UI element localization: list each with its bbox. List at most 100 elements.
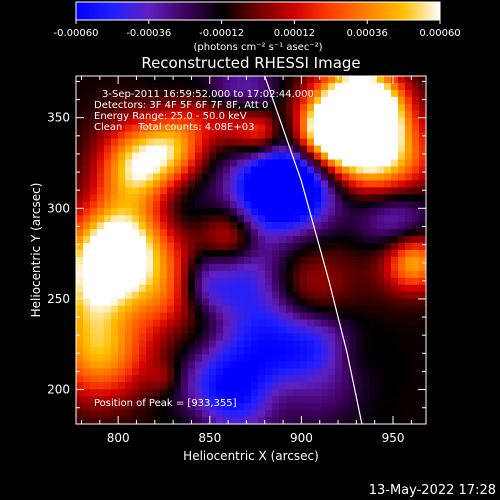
heatmap-cell bbox=[111, 194, 119, 202]
heatmap-cell bbox=[398, 159, 406, 168]
heatmap-cell bbox=[419, 410, 426, 418]
heatmap-cell bbox=[335, 103, 343, 112]
heatmap-cell bbox=[321, 194, 329, 202]
heatmap-cell bbox=[174, 256, 182, 265]
heatmap-cell bbox=[97, 326, 105, 335]
heatmap-cell bbox=[419, 236, 426, 244]
heatmap-cell bbox=[307, 145, 315, 154]
heatmap-cell bbox=[279, 326, 287, 335]
heatmap-cell bbox=[384, 180, 392, 188]
heatmap-cell bbox=[300, 110, 308, 119]
heatmap-cell bbox=[83, 403, 91, 411]
heatmap-cell bbox=[307, 270, 315, 279]
heatmap-cell bbox=[153, 243, 161, 251]
heatmap-cell bbox=[153, 347, 161, 355]
heatmap-cell bbox=[384, 229, 392, 237]
heatmap-cell bbox=[321, 326, 329, 335]
heatmap-cell bbox=[286, 319, 294, 328]
heatmap-cell bbox=[251, 180, 259, 188]
heatmap-cell bbox=[223, 277, 231, 286]
heatmap-cell bbox=[398, 194, 406, 202]
heatmap-cell bbox=[244, 312, 252, 321]
heatmap-cell bbox=[307, 173, 315, 181]
heatmap-cell bbox=[307, 208, 315, 216]
heatmap-cell bbox=[405, 180, 413, 188]
heatmap-cell bbox=[335, 298, 343, 307]
heatmap-cell bbox=[160, 319, 168, 328]
heatmap-cell bbox=[209, 326, 217, 335]
heatmap-cell bbox=[125, 333, 133, 342]
heatmap-cell bbox=[314, 145, 322, 154]
heatmap-cell bbox=[398, 243, 406, 251]
heatmap-cell bbox=[209, 340, 217, 349]
heatmap-cell bbox=[125, 82, 133, 91]
heatmap-cell bbox=[83, 159, 91, 168]
heatmap-cell bbox=[146, 270, 154, 279]
heatmap-cell bbox=[132, 250, 140, 258]
heatmap-cell bbox=[258, 131, 266, 140]
heatmap-cell bbox=[398, 229, 406, 237]
heatmap-cell bbox=[174, 298, 182, 307]
heatmap-cell bbox=[195, 159, 203, 168]
heatmap-cell bbox=[286, 103, 294, 112]
heatmap-cell bbox=[83, 152, 91, 161]
heatmap-cell bbox=[125, 159, 133, 168]
heatmap-cell bbox=[153, 298, 161, 307]
heatmap-cell bbox=[167, 243, 175, 251]
heatmap-cell bbox=[335, 159, 343, 168]
heatmap-cell bbox=[153, 173, 161, 181]
heatmap-cell bbox=[195, 152, 203, 161]
heatmap-cell bbox=[223, 417, 231, 424]
heatmap-cell bbox=[216, 403, 224, 411]
heatmap-cell bbox=[181, 347, 189, 355]
heatmap-cell bbox=[209, 110, 217, 119]
heatmap-cell bbox=[286, 396, 294, 404]
heatmap-cell bbox=[265, 375, 273, 383]
heatmap-cell bbox=[216, 361, 224, 369]
heatmap-cell bbox=[335, 110, 343, 119]
heatmap-cell bbox=[83, 96, 91, 105]
heatmap-cell bbox=[349, 291, 357, 300]
heatmap-cell bbox=[230, 256, 238, 265]
chart-title: Reconstructed RHESSI Image bbox=[141, 54, 360, 72]
heatmap-cell bbox=[328, 222, 336, 230]
heatmap-cell bbox=[349, 382, 357, 390]
heatmap-cell bbox=[237, 103, 245, 112]
heatmap-cell bbox=[160, 76, 168, 84]
heatmap-cell bbox=[363, 396, 371, 404]
heatmap-cell bbox=[258, 277, 266, 286]
heatmap-cell bbox=[90, 263, 98, 272]
heatmap-cell bbox=[349, 277, 357, 286]
heatmap-cell bbox=[314, 382, 322, 390]
heatmap-cell bbox=[335, 89, 343, 98]
heatmap-cell bbox=[90, 82, 98, 91]
heatmap-cell bbox=[146, 96, 154, 105]
heatmap-cell bbox=[230, 194, 238, 202]
heatmap-cell bbox=[265, 368, 273, 376]
heatmap-cell bbox=[272, 396, 280, 404]
heatmap-cell bbox=[314, 194, 322, 202]
heatmap-cell bbox=[279, 368, 287, 376]
heatmap-cell bbox=[349, 305, 357, 314]
heatmap-cell bbox=[377, 340, 385, 349]
heatmap-cell bbox=[349, 82, 357, 91]
heatmap-cell bbox=[412, 319, 420, 328]
heatmap-cell bbox=[265, 89, 273, 98]
heatmap-cell bbox=[160, 361, 168, 369]
heatmap-cell bbox=[132, 145, 140, 154]
heatmap-cell bbox=[139, 201, 147, 209]
heatmap-cell bbox=[153, 284, 161, 293]
heatmap-cell bbox=[76, 277, 84, 286]
heatmap-cell bbox=[314, 396, 322, 404]
heatmap-cell bbox=[125, 263, 133, 272]
heatmap-cell bbox=[118, 131, 126, 140]
heatmap-cell bbox=[230, 103, 238, 112]
heatmap-cell bbox=[293, 347, 301, 355]
heatmap-cell bbox=[405, 208, 413, 216]
heatmap-cell bbox=[195, 82, 203, 91]
heatmap-cell bbox=[377, 354, 385, 362]
heatmap-cell bbox=[209, 361, 217, 369]
heatmap-cell bbox=[314, 347, 322, 355]
heatmap-cell bbox=[272, 145, 280, 154]
heatmap-cell bbox=[314, 152, 322, 161]
